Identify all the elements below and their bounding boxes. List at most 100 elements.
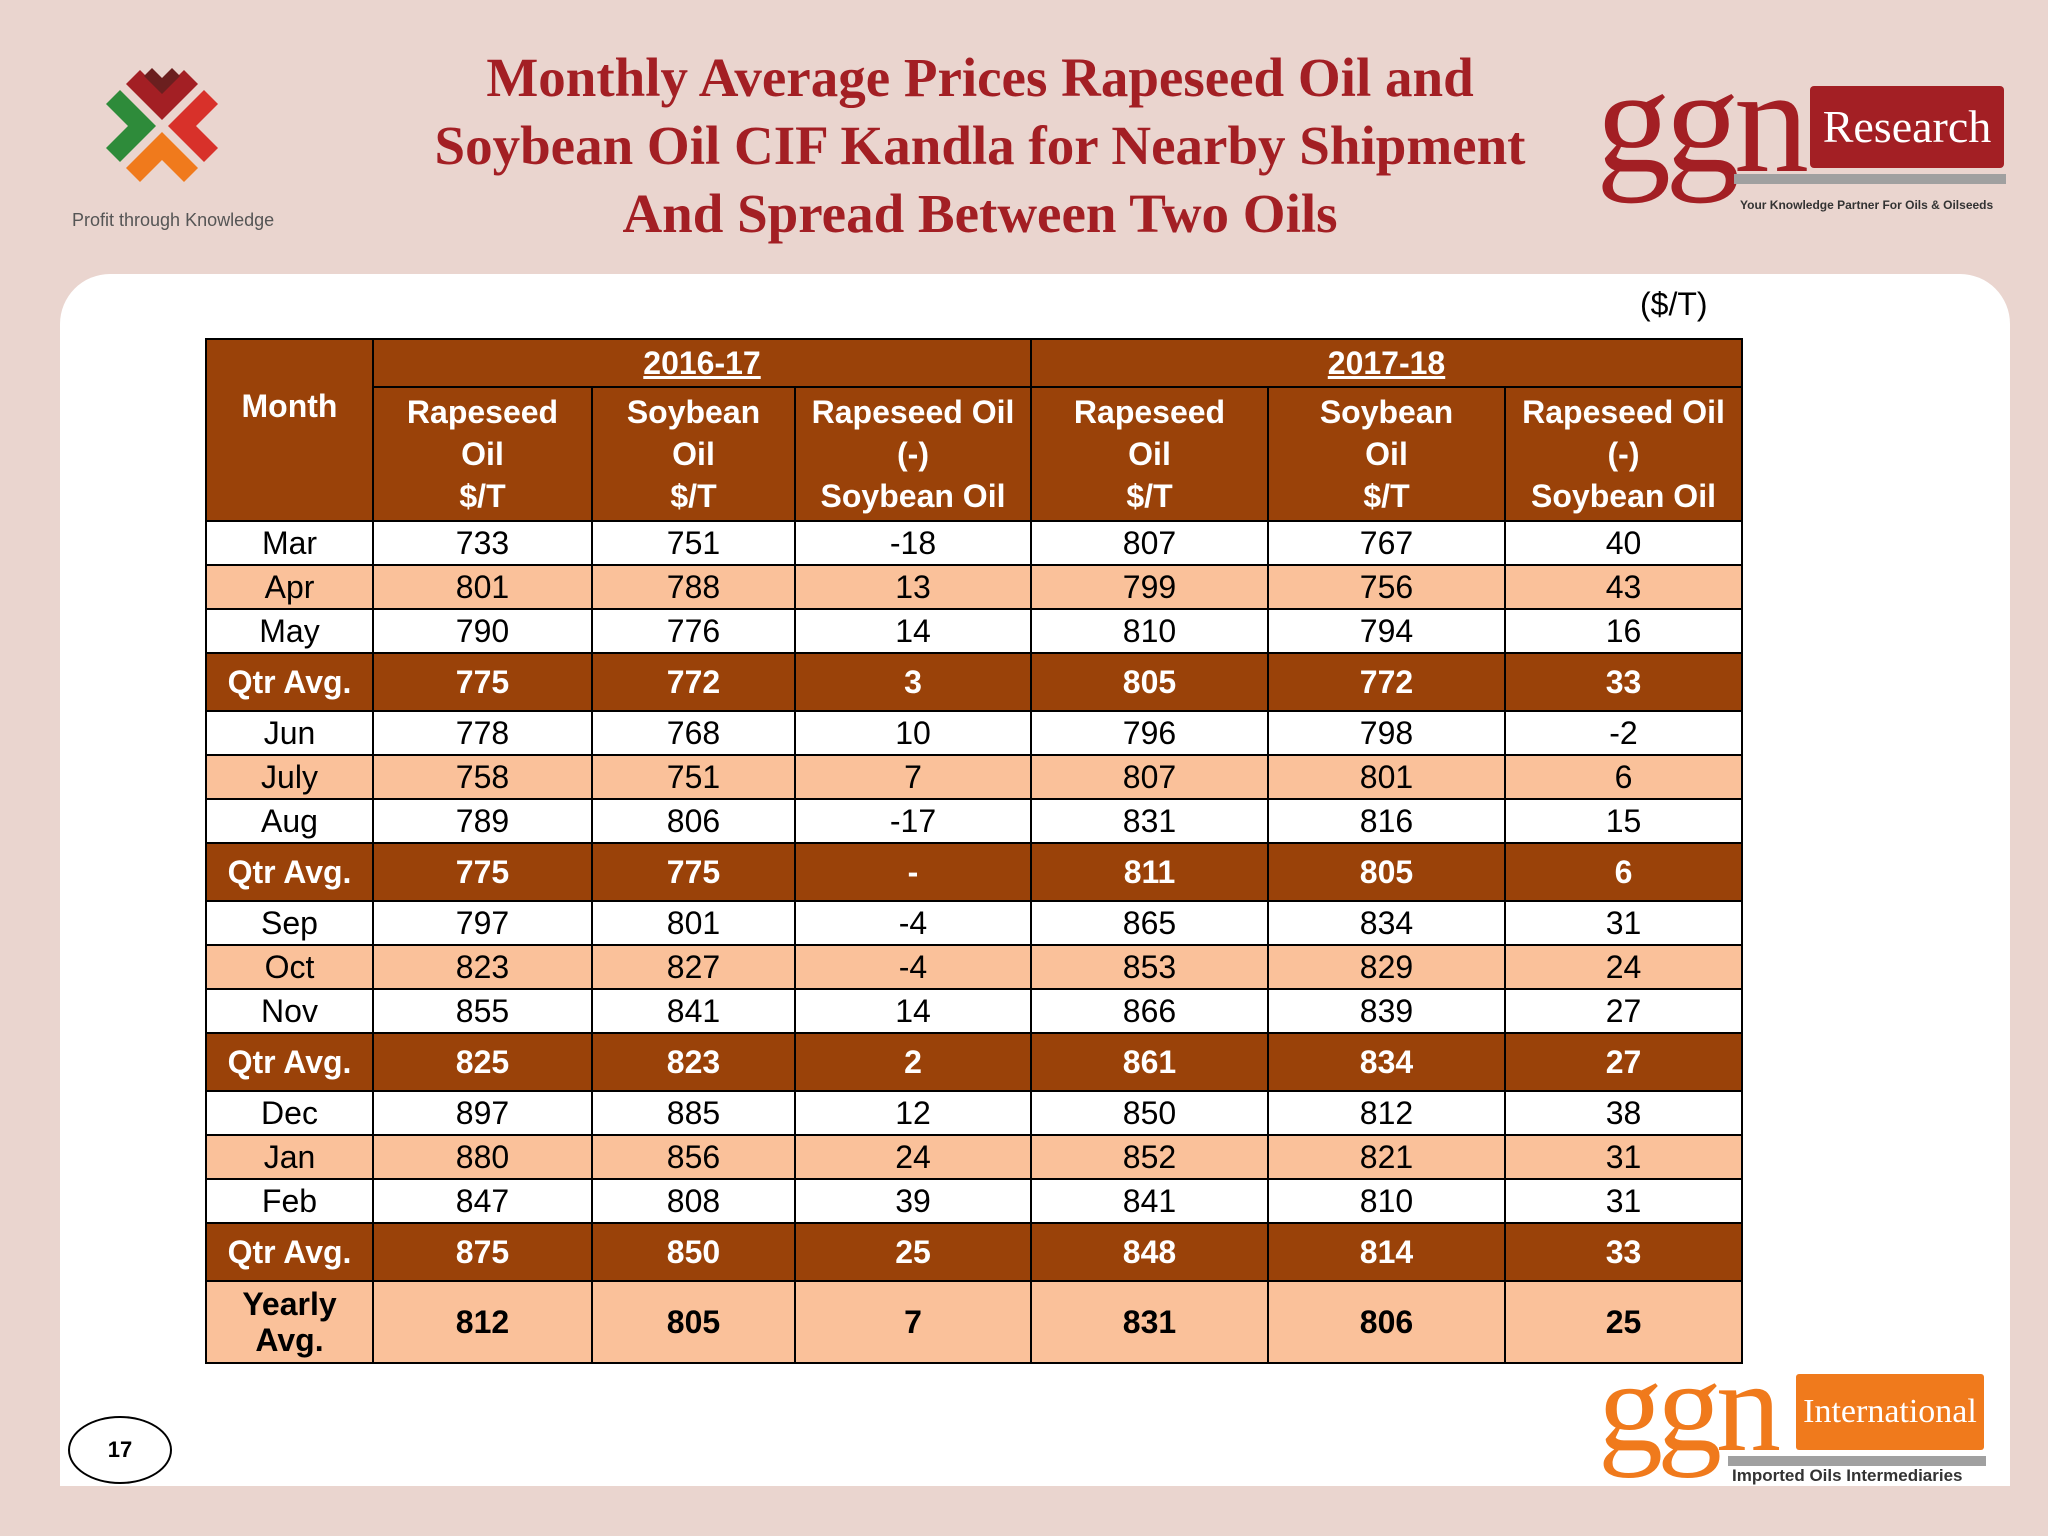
price-table: Month 2016-17 2017-18 Rapeseed Oil $/T Soyb…: [205, 338, 1743, 1364]
ggn-research-wordmark: ggn: [1596, 38, 1809, 204]
value-cell: 850: [591, 1222, 796, 1282]
value-cell: 794: [1267, 608, 1506, 654]
value-cell: 801: [1267, 754, 1506, 800]
column-header: Rapeseed Oil $/T: [1030, 386, 1269, 522]
quarter-average-row: Qtr Avg. 775 775-811 805 6: [205, 842, 1743, 902]
column-header-line: $/T: [1126, 478, 1173, 514]
value-cell: 6: [1504, 842, 1743, 902]
month-cell: Oct: [205, 944, 374, 990]
month-cell: May: [205, 608, 374, 654]
value-cell: 31: [1504, 900, 1743, 946]
table-row: Oct 823 827 -4 853 829 24: [205, 944, 1743, 990]
value-cell: 816: [1267, 798, 1506, 844]
column-header-line: Oil: [1365, 436, 1408, 472]
profit-knowledge-logo-icon: [106, 68, 218, 182]
month-cell: Qtr Avg.: [205, 1222, 374, 1282]
month-cell: Mar: [205, 520, 374, 566]
value-cell: 797: [372, 900, 593, 946]
value-cell: 7: [794, 1280, 1032, 1364]
column-header-line: Oil: [672, 436, 715, 472]
value-cell: 866: [1030, 988, 1269, 1034]
value-cell: 751: [591, 754, 796, 800]
value-cell: 775: [591, 842, 796, 902]
table-row: July 758 751 7 807 801 6: [205, 754, 1743, 800]
quarter-average-row: Qtr Avg. 875 850 25 848 814 33: [205, 1222, 1743, 1282]
year-header-2016-17: 2016-17: [372, 338, 1032, 388]
value-cell: 841: [591, 988, 796, 1034]
value-cell: -: [794, 842, 1032, 902]
value-cell: 897: [372, 1090, 593, 1136]
value-cell: 807: [1030, 520, 1269, 566]
slide-title: Monthly Average Prices Rapeseed Oil and …: [300, 44, 1660, 248]
value-cell: 788: [591, 564, 796, 610]
value-cell: 861: [1030, 1032, 1269, 1092]
value-cell: 14: [794, 988, 1032, 1034]
month-cell: Sep: [205, 900, 374, 946]
month-cell: Jan: [205, 1134, 374, 1180]
value-cell: 806: [1267, 1280, 1506, 1364]
value-cell: 31: [1504, 1134, 1743, 1180]
value-cell: 841: [1030, 1178, 1269, 1224]
value-cell: 810: [1030, 608, 1269, 654]
value-cell: 12: [794, 1090, 1032, 1136]
column-header-line: Soybean: [626, 394, 761, 430]
value-cell: 7: [794, 754, 1032, 800]
column-header-line: $/T: [1363, 478, 1410, 514]
value-cell: 810: [1267, 1178, 1506, 1224]
value-cell: 834: [1267, 900, 1506, 946]
value-cell: 805: [1267, 842, 1506, 902]
value-cell: 805: [1030, 652, 1269, 712]
column-header-line: Soybean: [1319, 394, 1454, 430]
column-header-line: Rapeseed: [1073, 394, 1226, 430]
month-cell: Qtr Avg.: [205, 1032, 374, 1092]
value-cell: 811: [1030, 842, 1269, 902]
value-cell: 807: [1030, 754, 1269, 800]
value-cell: 831: [1030, 1280, 1269, 1364]
value-cell: -17: [794, 798, 1032, 844]
value-cell: 853: [1030, 944, 1269, 990]
value-cell: 27: [1504, 1032, 1743, 1092]
value-cell: 733: [372, 520, 593, 566]
company-logo-left: Profit through Knowledge: [60, 60, 280, 240]
column-header-line: Oil: [461, 436, 504, 472]
value-cell: 15: [1504, 798, 1743, 844]
column-header-line: $/T: [459, 478, 506, 514]
quarter-average-row: Qtr Avg. 825 823 2 861 834 27: [205, 1032, 1743, 1092]
value-cell: 880: [372, 1134, 593, 1180]
column-header: Soybean Oil $/T: [1267, 386, 1506, 522]
value-cell: 801: [591, 900, 796, 946]
ggn-research-logo: ggn Research Your Knowledge Partner For …: [1596, 46, 2016, 224]
value-cell: 834: [1267, 1032, 1506, 1092]
month-cell: Nov: [205, 988, 374, 1034]
title-line-3: And Spread Between Two Oils: [622, 183, 1338, 244]
yearly-average-row: Yearly Avg. 812 805 7 831 806 25: [205, 1280, 1743, 1364]
value-cell: 855: [372, 988, 593, 1034]
value-cell: 772: [1267, 652, 1506, 712]
value-cell: 31: [1504, 1178, 1743, 1224]
month-cell: Qtr Avg.: [205, 842, 374, 902]
month-cell: Jun: [205, 710, 374, 756]
table-row: Dec 897 885 12 850 812 38: [205, 1090, 1743, 1136]
value-cell: 798: [1267, 710, 1506, 756]
value-cell: 865: [1030, 900, 1269, 946]
value-cell: 850: [1030, 1090, 1269, 1136]
international-underline: [1728, 1456, 1986, 1466]
value-cell: 885: [591, 1090, 796, 1136]
ggn-international-logo: ggn International Imported Oils Intermed…: [1598, 1342, 2008, 1494]
column-header: Rapeseed Oil (-) Soybean Oil: [1504, 386, 1743, 522]
column-header-line: Soybean Oil: [820, 478, 1006, 514]
value-cell: 43: [1504, 564, 1743, 610]
value-cell: 767: [1267, 520, 1506, 566]
international-tagline: Imported Oils Intermediaries: [1732, 1466, 1963, 1485]
value-cell: 799: [1030, 564, 1269, 610]
value-cell: 847: [372, 1178, 593, 1224]
value-cell: 40: [1504, 520, 1743, 566]
value-cell: 776: [591, 608, 796, 654]
value-cell: 2: [794, 1032, 1032, 1092]
international-label: International: [1796, 1374, 1984, 1450]
value-cell: 805: [591, 1280, 796, 1364]
month-cell: Yearly Avg.: [205, 1280, 374, 1364]
column-header-line: $/T: [670, 478, 717, 514]
column-header: Rapeseed Oil (-) Soybean Oil: [794, 386, 1032, 522]
value-cell: 825: [372, 1032, 593, 1092]
